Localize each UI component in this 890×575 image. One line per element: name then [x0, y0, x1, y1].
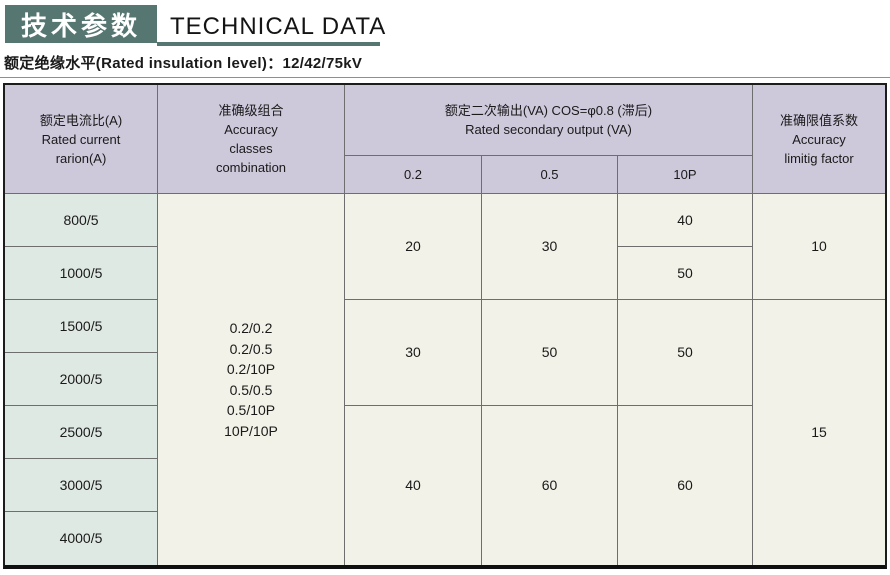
output-10p-row2: 50 — [618, 247, 753, 300]
limit-factor-section2: 15 — [753, 300, 885, 565]
header-accuracy-limit-en2: limitig factor — [784, 150, 854, 166]
ratio-cell-1500-5: 1500/5 — [5, 300, 158, 353]
output-10p-section3: 60 — [618, 406, 753, 565]
header-accuracy-limit: 准确限值系数 Accuracy limitig factor — [753, 85, 885, 194]
header-accuracy-classes-en2: classes — [229, 141, 273, 156]
combo-line-4: 0.5/0.5 — [229, 381, 273, 398]
header-secondary-output-en: Rated secondary output (VA) — [465, 122, 632, 137]
title-block: 技术参数 — [5, 5, 157, 43]
header-current-ratio-en1: Rated current — [41, 131, 121, 147]
technical-data-table: 额定电流比(A) Rated current rarion(A) 准确级组合 A… — [3, 83, 887, 569]
header-current-ratio: 额定电流比(A) Rated current rarion(A) — [5, 85, 158, 194]
header-accuracy-limit-en1: Accuracy — [792, 131, 846, 147]
combo-line-1: 0.2/0.2 — [229, 320, 273, 336]
output-02-section2: 30 — [345, 300, 482, 406]
limit-factor-section1: 10 — [753, 194, 885, 300]
output-05-section1: 30 — [482, 194, 618, 300]
header-accuracy-classes-zh: 准确级组合 — [218, 103, 284, 118]
subheader-class-05: 0.5 — [482, 156, 618, 194]
ratio-cell-1000-5: 1000/5 — [5, 247, 158, 300]
ratio-cell-2500-5: 2500/5 — [5, 406, 158, 459]
header-accuracy-classes-en3: combination — [215, 160, 287, 175]
subheader-class-02-label: 0.2 — [403, 167, 423, 182]
output-02-section3: 40 — [345, 406, 482, 565]
subheader-class-02: 0.2 — [345, 156, 482, 194]
title-underline — [157, 42, 380, 46]
output-05-section3: 60 — [482, 406, 618, 565]
page-title-zh: 技术参数 — [20, 10, 141, 41]
ratio-cell-800-5: 800/5 — [5, 194, 158, 247]
header-current-ratio-zh: 额定电流比(A) — [39, 112, 123, 128]
output-02-section1: 20 — [345, 194, 482, 300]
output-10p-section2: 50 — [618, 300, 753, 406]
output-05-section2: 50 — [482, 300, 618, 406]
ratio-cell-3000-5: 3000/5 — [5, 459, 158, 512]
subheader-class-10p: 10P — [618, 156, 753, 194]
subheader-class-10p-label: 10P — [673, 167, 697, 182]
combo-line-3: 0.2/10P — [226, 361, 276, 377]
header-accuracy-limit-zh: 准确限值系数 — [779, 112, 858, 128]
page-title-en: TECHNICAL DATA — [170, 13, 387, 40]
combo-line-2: 0.2/0.5 — [229, 340, 273, 357]
header-current-ratio-en2: rarion(A) — [55, 150, 107, 166]
output-10p-row1: 40 — [618, 194, 753, 247]
divider-line — [0, 77, 890, 78]
header-accuracy-classes-en1: Accuracy — [224, 122, 278, 137]
combo-line-5: 0.5/10P — [226, 402, 276, 418]
combo-line-6: 10P/10P — [224, 422, 278, 439]
header-accuracy-classes: 准确级组合 Accuracy classes combination — [158, 85, 345, 194]
header-secondary-output: 额定二次输出(VA) COS=φ0.8 (滞后) Rated secondary… — [345, 85, 753, 156]
ratio-cell-2000-5: 2000/5 — [5, 353, 158, 406]
header-secondary-output-zh: 额定二次输出(VA) COS=φ0.8 (滞后) — [444, 103, 653, 118]
rated-insulation-level: 额定绝缘水平(Rated insulation level)：12/42/75k… — [4, 55, 363, 72]
subheader-class-05-label: 0.5 — [540, 167, 559, 182]
ratio-cell-4000-5: 4000/5 — [5, 512, 158, 565]
accuracy-combinations-cell: 0.2/0.2 0.2/0.5 0.2/10P 0.5/0.5 0.5/10P … — [158, 194, 345, 565]
